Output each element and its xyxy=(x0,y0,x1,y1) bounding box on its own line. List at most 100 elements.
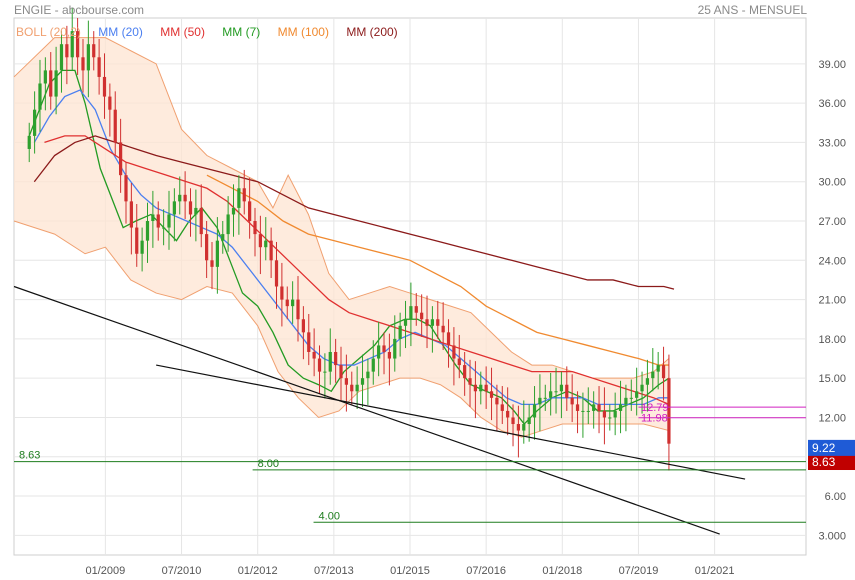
candle xyxy=(285,299,289,307)
candle xyxy=(231,207,236,215)
x-tick-label: 01/2015 xyxy=(390,565,430,577)
candle xyxy=(312,351,316,359)
candle xyxy=(511,417,515,425)
candle xyxy=(506,410,510,418)
ma-line-mm200 xyxy=(33,135,675,290)
trendline xyxy=(156,364,746,480)
legend-item-mm100[interactable]: MM (100) xyxy=(277,25,329,39)
candle xyxy=(586,410,590,412)
legend-item-mm50[interactable]: MM (50) xyxy=(160,25,205,39)
candle xyxy=(382,345,386,352)
candle xyxy=(70,31,74,58)
support-label: 8.00 xyxy=(258,458,279,470)
candle xyxy=(629,397,633,399)
candle xyxy=(420,312,424,320)
price-tag-last-label: 9.22 xyxy=(812,441,836,455)
legend-item-mm20[interactable]: MM (20) xyxy=(98,25,143,39)
candle xyxy=(172,201,176,215)
price-tag-second-label: 8.63 xyxy=(812,455,836,469)
candle xyxy=(188,201,193,215)
candle xyxy=(640,384,644,392)
y-tick-label: 18.00 xyxy=(818,334,846,346)
candle xyxy=(656,365,660,372)
candle xyxy=(156,214,160,228)
candle xyxy=(624,397,628,405)
y-tick-label: 12.00 xyxy=(818,412,846,424)
candle xyxy=(280,286,284,300)
candle xyxy=(387,351,392,359)
candle xyxy=(543,397,547,399)
candle xyxy=(473,384,478,392)
y-tick-label: 30.00 xyxy=(818,177,846,189)
candle xyxy=(323,371,327,373)
candle xyxy=(500,404,504,411)
x-tick-label: 01/2009 xyxy=(86,565,126,577)
candle xyxy=(484,384,488,392)
candle xyxy=(317,358,322,372)
candle xyxy=(27,135,31,149)
x-tick-label: 01/2021 xyxy=(695,565,735,577)
candle xyxy=(667,378,671,444)
candle xyxy=(527,417,531,425)
candle xyxy=(215,240,219,267)
candle xyxy=(532,404,537,418)
candle xyxy=(360,378,365,385)
candle xyxy=(446,332,451,346)
candle xyxy=(613,410,617,418)
y-tick-label: 6.00 xyxy=(825,491,846,503)
candle xyxy=(602,410,607,418)
candle xyxy=(296,299,300,320)
trendline xyxy=(13,285,720,535)
candle xyxy=(178,194,182,202)
candle xyxy=(291,299,295,307)
candle xyxy=(344,378,349,385)
candle xyxy=(581,410,585,412)
price-tag-second xyxy=(808,454,855,471)
x-tick-label: 01/2012 xyxy=(238,565,278,577)
candle xyxy=(59,44,64,71)
candle xyxy=(597,404,601,411)
candle xyxy=(140,240,144,254)
legend-item-mm200[interactable]: MM (200) xyxy=(346,25,398,39)
price-tag-last xyxy=(808,439,855,456)
candle xyxy=(97,57,101,77)
candle xyxy=(49,70,53,97)
magenta-level-label: 12.79 xyxy=(641,402,669,414)
candle xyxy=(468,378,472,385)
candle xyxy=(86,44,90,71)
candle xyxy=(398,325,402,339)
candle xyxy=(489,391,494,398)
candle xyxy=(463,365,467,379)
candle xyxy=(592,404,596,411)
candle xyxy=(414,306,418,313)
candle xyxy=(102,76,107,97)
legend-item-boll[interactable]: BOLL (20,2) xyxy=(16,25,81,39)
candle xyxy=(334,351,338,366)
y-tick-label: 3.000 xyxy=(818,530,846,542)
candle xyxy=(221,234,225,241)
candle xyxy=(119,142,123,176)
candle xyxy=(565,384,569,398)
y-tick-label: 24.00 xyxy=(818,255,846,267)
candle xyxy=(371,358,375,372)
candle xyxy=(549,391,553,398)
candle xyxy=(81,57,85,71)
candle xyxy=(479,384,483,392)
candle xyxy=(538,397,542,405)
candle xyxy=(516,424,521,431)
candle xyxy=(151,214,155,222)
magenta-level-label: 11.98 xyxy=(641,413,668,425)
candle xyxy=(162,227,166,229)
candle xyxy=(274,260,279,287)
x-tick-label: 07/2019 xyxy=(619,565,659,577)
candle xyxy=(495,397,499,405)
candle xyxy=(339,365,343,379)
candle xyxy=(425,319,429,326)
candle xyxy=(210,260,214,267)
x-tick-label: 07/2016 xyxy=(466,565,506,577)
legend-item-mm7[interactable]: MM (7) xyxy=(222,25,261,39)
x-tick-label: 01/2018 xyxy=(542,565,582,577)
candle xyxy=(75,31,80,58)
candle xyxy=(377,345,381,359)
